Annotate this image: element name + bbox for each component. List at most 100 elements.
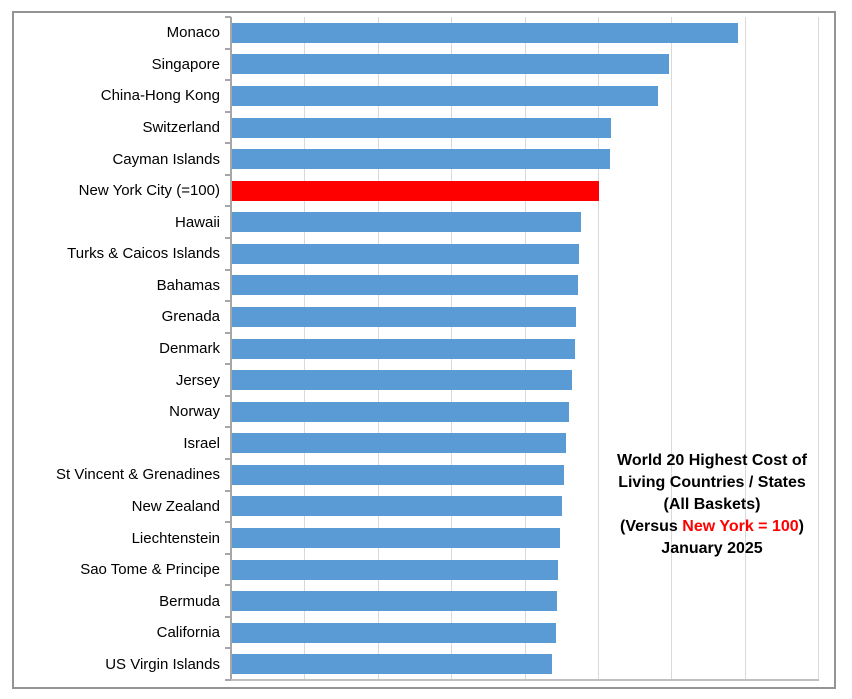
tick-mark — [225, 552, 231, 555]
category-label: Bermuda — [159, 592, 220, 610]
category-label: China-Hong Kong — [100, 87, 220, 105]
bar-row — [232, 459, 819, 491]
label-row: Israel — [14, 428, 220, 460]
category-label: Israel — [183, 434, 220, 452]
tick-mark — [225, 300, 231, 303]
tick-mark — [225, 394, 231, 397]
category-label: Hawaii — [174, 213, 220, 231]
category-label: Liechtenstein — [131, 529, 220, 547]
label-row: Norway — [14, 396, 220, 428]
bar-row — [232, 522, 819, 554]
tick-mark — [225, 426, 231, 429]
bar-rows — [232, 17, 819, 680]
bar — [232, 591, 557, 612]
bar — [232, 243, 579, 264]
category-axis-labels: Monaco Singapore China-Hong Kong Switzerlan… — [14, 17, 220, 680]
bar-row — [232, 80, 819, 112]
bar — [232, 433, 567, 454]
bar-row — [232, 491, 819, 523]
bar — [232, 306, 576, 327]
category-label: Grenada — [161, 308, 220, 326]
label-row: China-Hong Kong — [14, 80, 220, 112]
bar-row — [232, 364, 819, 396]
tick-mark — [225, 521, 231, 524]
tick-mark — [225, 268, 231, 271]
bar-highlight-new-york — [232, 180, 599, 201]
category-label: Monaco — [166, 24, 220, 42]
bar-row — [232, 17, 819, 49]
category-label: New Zealand — [131, 497, 220, 515]
tick-mark — [225, 16, 231, 18]
category-label: Jersey — [175, 371, 220, 389]
label-row: Denmark — [14, 333, 220, 365]
bar — [232, 22, 739, 43]
bar-row — [232, 428, 819, 460]
category-label: Cayman Islands — [112, 150, 220, 168]
category-label: Singapore — [151, 55, 220, 73]
tick-mark — [225, 679, 231, 681]
tick-mark — [225, 47, 231, 50]
tick-mark — [225, 205, 231, 208]
plot-area — [232, 17, 819, 680]
bar — [232, 464, 565, 485]
label-row: Singapore — [14, 49, 220, 81]
label-row: Liechtenstein — [14, 522, 220, 554]
bar-row — [232, 175, 819, 207]
tick-mark — [225, 237, 231, 239]
bar — [232, 54, 669, 75]
category-label: St Vincent & Grenadines — [56, 466, 220, 484]
tick-mark — [225, 331, 231, 334]
bar-row — [232, 554, 819, 586]
title-highlight-text: New York = 100 — [682, 518, 799, 535]
gridline — [818, 17, 819, 680]
bar-row — [232, 301, 819, 333]
category-label: Switzerland — [142, 119, 220, 137]
tick-mark — [225, 647, 231, 650]
bar — [232, 622, 556, 643]
gridline — [671, 17, 673, 680]
bar — [232, 654, 553, 675]
tick-mark — [225, 489, 231, 492]
label-row: Cayman Islands — [14, 143, 220, 175]
category-label: Bahamas — [156, 276, 220, 294]
chart-title: World 20 Highest Cost of Living Countries… — [587, 450, 837, 560]
bar — [232, 338, 575, 359]
category-label: Denmark — [159, 340, 220, 358]
bar-row — [232, 112, 819, 144]
bar — [232, 496, 563, 517]
bar-row — [232, 49, 819, 81]
bar — [232, 528, 560, 549]
bar — [232, 149, 610, 170]
bar-row — [232, 333, 819, 365]
category-label: New York City (=100) — [78, 182, 220, 200]
bar — [232, 559, 559, 580]
tick-mark — [225, 142, 231, 145]
label-row: California — [14, 617, 220, 649]
chart-title-line: World 20 Highest Cost of — [617, 452, 807, 469]
bar-row — [232, 396, 819, 428]
category-label: Sao Tome & Principe — [80, 561, 220, 579]
tick-mark — [225, 79, 231, 82]
bar — [232, 275, 578, 296]
tick-mark — [225, 615, 231, 618]
bar — [232, 212, 581, 233]
tick-mark — [225, 363, 231, 366]
bar-row — [232, 143, 819, 175]
bar-row — [232, 270, 819, 302]
chart-title-line: (All Baskets) — [663, 496, 761, 513]
bar-row — [232, 206, 819, 238]
category-axis-line — [230, 17, 232, 680]
bar — [232, 117, 612, 138]
category-label: Turks & Caicos Islands — [67, 245, 220, 263]
bar — [232, 401, 569, 422]
label-row: Sao Tome & Principe — [14, 554, 220, 586]
label-row: New Zealand — [14, 491, 220, 523]
bar — [232, 370, 572, 391]
label-row: Bahamas — [14, 270, 220, 302]
value-axis-line — [230, 679, 819, 681]
gridline — [597, 17, 599, 680]
chart-title-line: January 2025 — [661, 540, 763, 557]
tick-mark — [225, 173, 231, 176]
label-row: Switzerland — [14, 112, 220, 144]
label-row: Grenada — [14, 301, 220, 333]
